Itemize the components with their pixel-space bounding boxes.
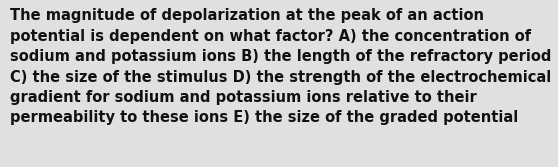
Text: The magnitude of depolarization at the peak of an action
potential is dependent : The magnitude of depolarization at the p…	[10, 8, 551, 125]
